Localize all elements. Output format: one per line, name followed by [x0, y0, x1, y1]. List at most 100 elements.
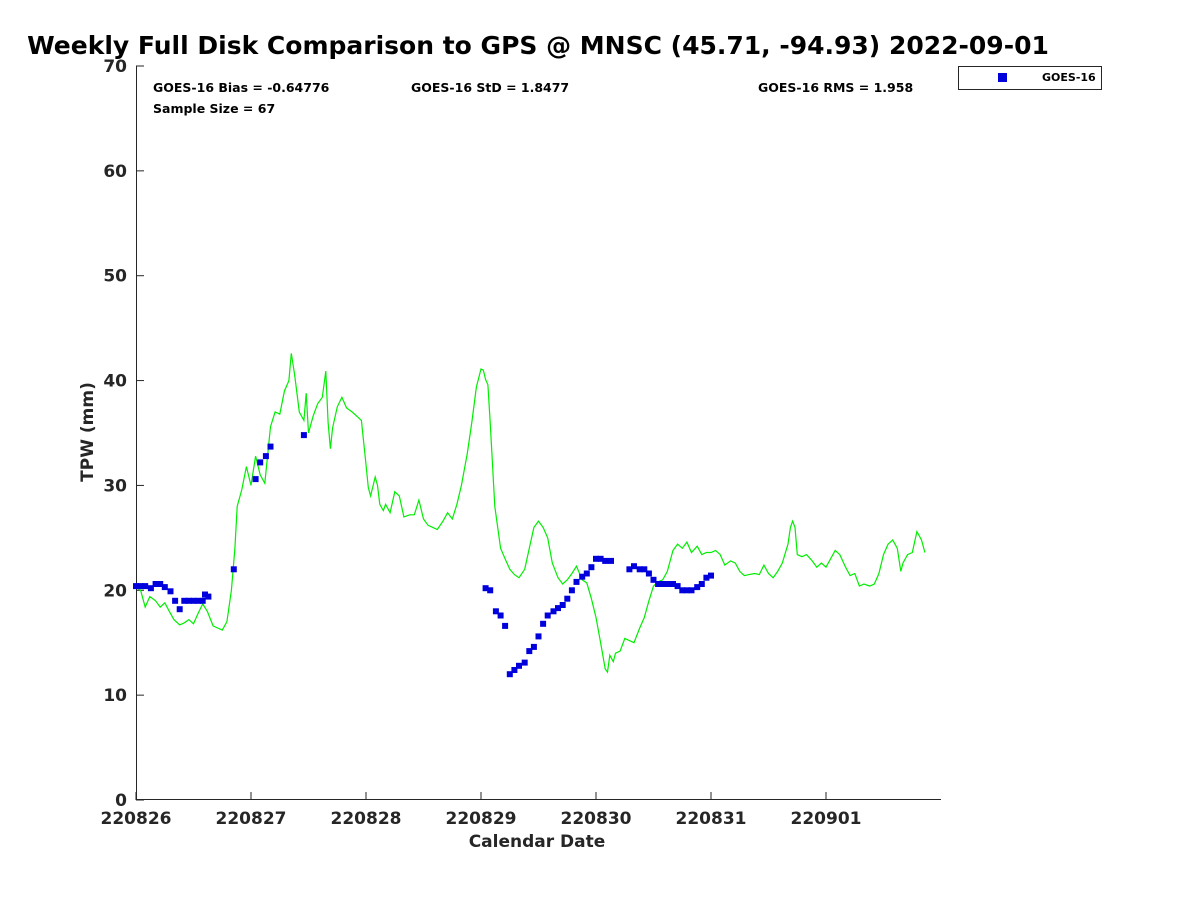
goes16-point: [252, 476, 259, 483]
goes16-point: [195, 597, 202, 604]
goes16-point: [516, 662, 522, 669]
goes16-point: [167, 588, 174, 595]
goes16-point: [703, 574, 710, 581]
x-tick-label: 220826: [101, 809, 172, 829]
goes16-point: [579, 573, 586, 580]
y-axis-ticks: 0 10 20 30 40 50 60 70: [103, 57, 144, 811]
goes16-point: [157, 581, 164, 587]
goes16-point: [300, 432, 307, 439]
x-axis-ticks: 220826 220827 220828 220829 220830 220831 2209…: [101, 792, 862, 829]
goes16-point: [492, 608, 499, 615]
goes16-point: [670, 581, 676, 587]
goes16-point: [137, 583, 144, 590]
x-tick-label: 220831: [676, 809, 747, 829]
goes16-point: [583, 570, 590, 577]
goes16-point: [535, 633, 542, 640]
goes16-point: [674, 583, 681, 590]
std-stat: GOES-16 StD = 1.8477: [411, 80, 569, 95]
goes16-point: [497, 612, 504, 619]
plot-area: 0 10 20 30 40 50 60 70 220826 220827 220828 220829…: [101, 57, 941, 829]
goes16-point: [152, 581, 159, 587]
series-layer: [133, 353, 926, 678]
goes16-point: [555, 605, 561, 612]
bias-stat: GOES-16 Bias = -0.64776: [153, 80, 330, 95]
goes16-point: [573, 578, 580, 585]
legend: GOES-16: [958, 66, 1102, 90]
goes16-point: [568, 587, 575, 594]
goes16-point: [205, 593, 212, 600]
goes16-point: [564, 595, 571, 602]
goes16-point: [506, 671, 513, 678]
goes16-point: [199, 597, 206, 604]
goes16-point: [608, 557, 614, 564]
goes16-point: [181, 597, 188, 604]
goes16-point: [636, 566, 643, 573]
goes16-point: [482, 585, 489, 592]
y-tick-label: 30: [103, 476, 127, 496]
y-tick-label: 0: [115, 791, 127, 811]
goes16-point: [521, 659, 528, 666]
goes16-point: [659, 581, 666, 587]
goes16-point: [257, 459, 264, 466]
goes16-point: [540, 620, 547, 627]
y-tick-label: 70: [103, 57, 127, 77]
goes16-point: [694, 584, 701, 591]
x-tick-label: 220828: [331, 809, 402, 829]
goes16-point: [593, 555, 599, 562]
y-tick-label: 60: [103, 162, 127, 182]
goes16-point: [176, 606, 183, 613]
goes16-point: [588, 564, 595, 571]
goes16-point: [185, 597, 192, 604]
goes16-point: [530, 643, 537, 650]
x-tick-label: 220829: [446, 809, 517, 829]
goes16-point: [597, 555, 604, 562]
x-axis-label: Calendar Date: [469, 832, 606, 852]
chart-title: Weekly Full Disk Comparison to GPS @ MNS…: [27, 31, 1049, 60]
goes16-point: [161, 584, 168, 591]
goes16-point: [262, 453, 269, 460]
goes16-point: [631, 563, 637, 570]
x-tick-label: 220827: [216, 809, 287, 829]
y-tick-label: 20: [103, 581, 127, 601]
x-tick-label: 220901: [791, 809, 862, 829]
goes16-point: [550, 608, 557, 615]
goes16-point: [230, 566, 237, 573]
goes16-point: [688, 587, 695, 594]
goes16-point: [147, 585, 154, 592]
y-axis-label: TPW (mm): [78, 382, 98, 482]
goes16-point: [645, 570, 652, 577]
rms-stat: GOES-16 RMS = 1.958: [758, 80, 913, 95]
goes16-point: [650, 576, 657, 583]
goes16-point: [267, 443, 274, 450]
goes16-point: [679, 587, 686, 594]
reference-series-line: [135, 353, 926, 674]
goes16-point: [708, 572, 714, 579]
goes16-point: [559, 602, 566, 608]
goes16-point: [190, 597, 197, 604]
goes16-point: [698, 581, 705, 587]
goes16-point: [602, 557, 609, 564]
x-tick-label: 220830: [561, 809, 632, 829]
y-tick-label: 50: [103, 267, 127, 287]
goes16-point: [487, 587, 494, 594]
goes16-point: [641, 566, 648, 573]
y-tick-label: 40: [103, 372, 127, 392]
goes16-point: [683, 587, 690, 594]
y-tick-label: 10: [103, 686, 127, 706]
goes16-point: [626, 566, 633, 573]
goes16-point: [526, 648, 533, 655]
legend-box: [958, 66, 1102, 90]
goes16-point: [133, 583, 139, 590]
goes16-point: [655, 581, 662, 587]
sample-size-stat: Sample Size = 67: [153, 101, 275, 116]
legend-label-goes16: GOES-16: [1042, 71, 1096, 84]
goes16-point: [202, 591, 208, 598]
goes16-point: [142, 583, 149, 590]
goes16-point: [511, 667, 518, 673]
goes16-point: [544, 612, 551, 619]
goes16-point: [665, 581, 672, 587]
goes16-point: [502, 622, 509, 629]
legend-marker-goes16: [998, 73, 1007, 82]
goes16-point: [172, 597, 179, 604]
